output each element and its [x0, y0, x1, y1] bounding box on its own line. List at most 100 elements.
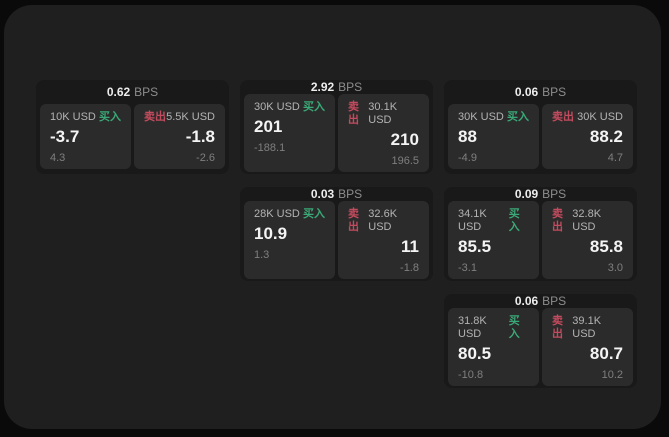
- spread-unit: BPS: [338, 80, 363, 94]
- spread-value: 0.06: [514, 294, 539, 308]
- buy-price: -3.7: [50, 127, 80, 146]
- card-body: 28K USD 买入 10.9 1.3 卖出 32.6K USD 11 -1.8: [240, 201, 433, 281]
- buy-panel-top: 31.8K USD 买入: [458, 315, 529, 341]
- quote-card: 0.62 BPS 10K USD 买入 -3.7 4.3 卖出 5.5K USD: [36, 80, 229, 174]
- quote-card: 0.03 BPS 28K USD 买入 10.9 1.3 卖出 32.6K US…: [240, 187, 433, 281]
- sell-delta: 3.0: [607, 262, 623, 274]
- sell-panel[interactable]: 卖出 30K USD 88.2 4.7: [542, 104, 633, 169]
- spread-value: 0.09: [514, 187, 539, 201]
- spread-header: 0.03 BPS: [240, 187, 433, 201]
- buy-panel[interactable]: 34.1K USD 买入 85.5 -3.1: [448, 201, 539, 279]
- spread-value: 2.92: [310, 80, 335, 94]
- spread-value: 0.06: [514, 85, 539, 99]
- sell-delta: 10.2: [601, 369, 623, 381]
- sell-price: 210: [390, 130, 419, 149]
- card-body: 30K USD 买入 201 -188.1 卖出 30.1K USD 210 1…: [240, 94, 433, 174]
- sell-price: 85.8: [589, 237, 623, 256]
- buy-panel-top: 34.1K USD 买入: [458, 208, 529, 234]
- quote-card: 0.06 BPS 31.8K USD 买入 80.5 -10.8 卖出 39.1…: [444, 294, 637, 388]
- sell-price: 11: [401, 237, 419, 256]
- sell-panel[interactable]: 卖出 30.1K USD 210 196.5: [338, 94, 429, 172]
- buy-amount: 30K USD: [458, 111, 504, 123]
- sell-panel-top: 卖出 32.8K USD: [552, 208, 623, 234]
- buy-amount: 10K USD: [50, 111, 96, 123]
- buy-delta: -3.1: [458, 262, 477, 274]
- buy-price: 201: [254, 117, 283, 136]
- sell-tag: 卖出: [552, 208, 563, 233]
- buy-amount: 28K USD: [254, 208, 300, 220]
- buy-amount: 31.8K USD: [458, 315, 487, 340]
- sell-tag: 卖出: [348, 101, 359, 126]
- sell-tag: 卖出: [348, 208, 359, 233]
- buy-tag: 买入: [303, 208, 325, 220]
- buy-tag: 买入: [303, 101, 325, 113]
- spread-unit: BPS: [338, 187, 363, 201]
- sell-price: -1.8: [185, 127, 215, 146]
- buy-panel[interactable]: 30K USD 买入 201 -188.1: [244, 94, 335, 172]
- sell-amount: 32.8K USD: [572, 208, 602, 233]
- buy-tag: 买入: [99, 111, 121, 123]
- spread-unit: BPS: [542, 294, 567, 308]
- sell-price: 80.7: [589, 344, 623, 363]
- buy-panel-top: 30K USD 买入: [458, 111, 529, 124]
- sell-panel-top: 卖出 5.5K USD: [144, 111, 215, 124]
- spread-header: 0.09 BPS: [444, 187, 637, 201]
- card-body: 34.1K USD 买入 85.5 -3.1 卖出 32.8K USD 85.8…: [444, 201, 637, 281]
- sell-panel-top: 卖出 39.1K USD: [552, 315, 623, 341]
- quote-cards-grid: 0.62 BPS 10K USD 买入 -3.7 4.3 卖出 5.5K USD: [36, 80, 637, 388]
- buy-price: 88: [458, 127, 477, 146]
- buy-price: 10.9: [254, 224, 288, 243]
- buy-panel[interactable]: 28K USD 买入 10.9 1.3: [244, 201, 335, 279]
- sell-panel[interactable]: 卖出 5.5K USD -1.8 -2.6: [134, 104, 225, 169]
- buy-delta: -188.1: [254, 142, 286, 154]
- spread-header: 0.06 BPS: [444, 80, 637, 104]
- spread-header: 2.92 BPS: [240, 80, 433, 94]
- sell-delta: 4.7: [607, 152, 623, 164]
- quote-card: 2.92 BPS 30K USD 买入 201 -188.1 卖出 30.1K …: [240, 80, 433, 174]
- buy-panel-top: 10K USD 买入: [50, 111, 121, 124]
- sell-delta: -1.8: [400, 262, 419, 274]
- spread-value: 0.62: [106, 85, 131, 99]
- sell-amount: 5.5K USD: [166, 111, 215, 123]
- buy-delta: 4.3: [50, 152, 66, 164]
- spread-value: 0.03: [310, 187, 335, 201]
- sell-tag: 卖出: [552, 111, 574, 123]
- sell-amount: 30K USD: [577, 111, 623, 123]
- sell-delta: -2.6: [196, 152, 215, 164]
- buy-delta: 1.3: [254, 249, 270, 261]
- buy-tag: 买入: [507, 111, 529, 123]
- buy-panel-top: 28K USD 买入: [254, 208, 325, 221]
- sell-panel[interactable]: 卖出 39.1K USD 80.7 10.2: [542, 308, 633, 386]
- quote-card: 0.09 BPS 34.1K USD 买入 85.5 -3.1 卖出 32.8K…: [444, 187, 637, 281]
- sell-amount: 32.6K USD: [368, 208, 398, 233]
- sell-panel-top: 卖出 32.6K USD: [348, 208, 419, 234]
- buy-tag: 买入: [508, 315, 520, 340]
- buy-panel[interactable]: 10K USD 买入 -3.7 4.3: [40, 104, 131, 169]
- buy-price: 80.5: [458, 344, 492, 363]
- buy-panel-top: 30K USD 买入: [254, 101, 325, 114]
- spread-unit: BPS: [134, 85, 159, 99]
- spread-header: 0.62 BPS: [36, 80, 229, 104]
- spread-header: 0.06 BPS: [444, 294, 637, 308]
- card-body: 31.8K USD 买入 80.5 -10.8 卖出 39.1K USD 80.…: [444, 308, 637, 388]
- buy-delta: -10.8: [458, 369, 484, 381]
- buy-panel[interactable]: 31.8K USD 买入 80.5 -10.8: [448, 308, 539, 386]
- sell-amount: 39.1K USD: [572, 315, 602, 340]
- sell-panel[interactable]: 卖出 32.6K USD 11 -1.8: [338, 201, 429, 279]
- buy-delta: -4.9: [458, 152, 477, 164]
- sell-delta: 196.5: [391, 155, 419, 167]
- buy-price: 85.5: [458, 237, 492, 256]
- sell-panel[interactable]: 卖出 32.8K USD 85.8 3.0: [542, 201, 633, 279]
- sell-price: 88.2: [589, 127, 623, 146]
- buy-amount: 30K USD: [254, 101, 300, 113]
- sell-panel-top: 卖出 30K USD: [552, 111, 623, 124]
- spread-unit: BPS: [542, 187, 567, 201]
- spread-unit: BPS: [542, 85, 567, 99]
- sell-amount: 30.1K USD: [368, 101, 398, 126]
- buy-panel[interactable]: 30K USD 买入 88 -4.9: [448, 104, 539, 169]
- sell-tag: 卖出: [552, 315, 563, 340]
- buy-amount: 34.1K USD: [458, 208, 487, 233]
- sell-panel-top: 卖出 30.1K USD: [348, 101, 419, 127]
- quote-card: 0.06 BPS 30K USD 买入 88 -4.9 卖出 30K USD: [444, 80, 637, 174]
- card-body: 10K USD 买入 -3.7 4.3 卖出 5.5K USD -1.8 -2.…: [36, 104, 229, 174]
